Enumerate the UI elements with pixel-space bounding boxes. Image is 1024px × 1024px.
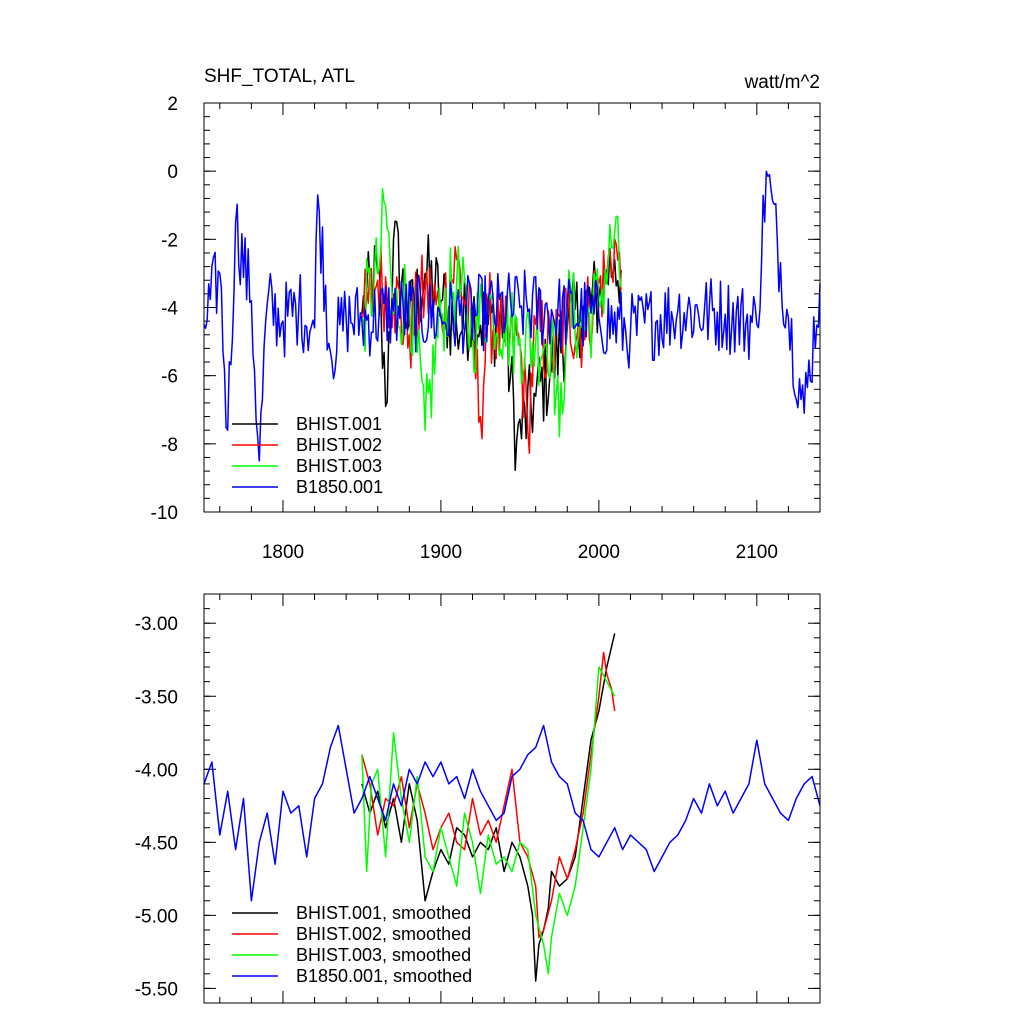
y-tick-label: -8 [161, 435, 178, 456]
top-plot-frame [203, 102, 821, 513]
top-series-group [203, 170, 821, 472]
y-tick-label: -4.00 [135, 760, 178, 781]
y-tick-label: 2 [167, 94, 178, 115]
legend-label: B1850.001, smoothed [296, 966, 472, 986]
series-line-4 [203, 170, 821, 462]
legend-label: BHIST.002 [296, 435, 382, 455]
series-line-2 [361, 238, 622, 455]
legend-label: BHIST.001 [296, 414, 382, 434]
bottom-plot-frame [203, 593, 821, 1004]
legend-label: BHIST.003, smoothed [296, 945, 471, 965]
x-tick-label: 2100 [736, 542, 778, 563]
y-tick-label: 0 [167, 162, 178, 183]
legend-label: B1850.001 [296, 477, 383, 497]
y-tick-label: -4.50 [135, 833, 178, 854]
y-tick-label: -2 [161, 230, 178, 251]
x-tick-label: 2000 [578, 542, 620, 563]
y-tick-label: -5.00 [135, 906, 178, 927]
series-line-3 [361, 666, 616, 975]
series-line-3 [361, 187, 622, 438]
series-line-4 [203, 724, 821, 902]
chart-title: SHF_TOTAL, ATL [204, 66, 355, 87]
units-label: watt/m^2 [744, 72, 820, 93]
x-tick-label: 1900 [420, 542, 462, 563]
legend-label: BHIST.002, smoothed [296, 924, 471, 944]
top-panel: SHF_TOTAL, ATL watt/m^2 2 0 -2 -4 -6 -8 -10 180… [151, 66, 821, 563]
legend-label: BHIST.001, smoothed [296, 903, 471, 923]
y-tick-label: -4 [161, 299, 178, 320]
bottom-series-group [203, 633, 821, 982]
x-tick-label: 1800 [262, 542, 304, 563]
y-tick-label: -3.00 [135, 614, 178, 635]
bottom-panel: -3.00 -3.50 -4.00 -4.50 -5.00 -5.50 BHIST.001… [135, 593, 821, 1004]
top-axis-ticks: 2 0 -2 -4 -6 -8 -10 1800 1900 2000 2100 [151, 94, 821, 563]
bottom-axis-ticks: -3.00 -3.50 -4.00 -4.50 -5.00 -5.50 [135, 593, 821, 1004]
y-tick-label: -3.50 [135, 687, 178, 708]
y-tick-label: -5.50 [135, 979, 178, 1000]
legend-label: BHIST.003 [296, 456, 382, 476]
series-line-2 [361, 651, 616, 939]
y-tick-label: -10 [151, 503, 178, 524]
y-tick-label: -6 [161, 367, 178, 388]
